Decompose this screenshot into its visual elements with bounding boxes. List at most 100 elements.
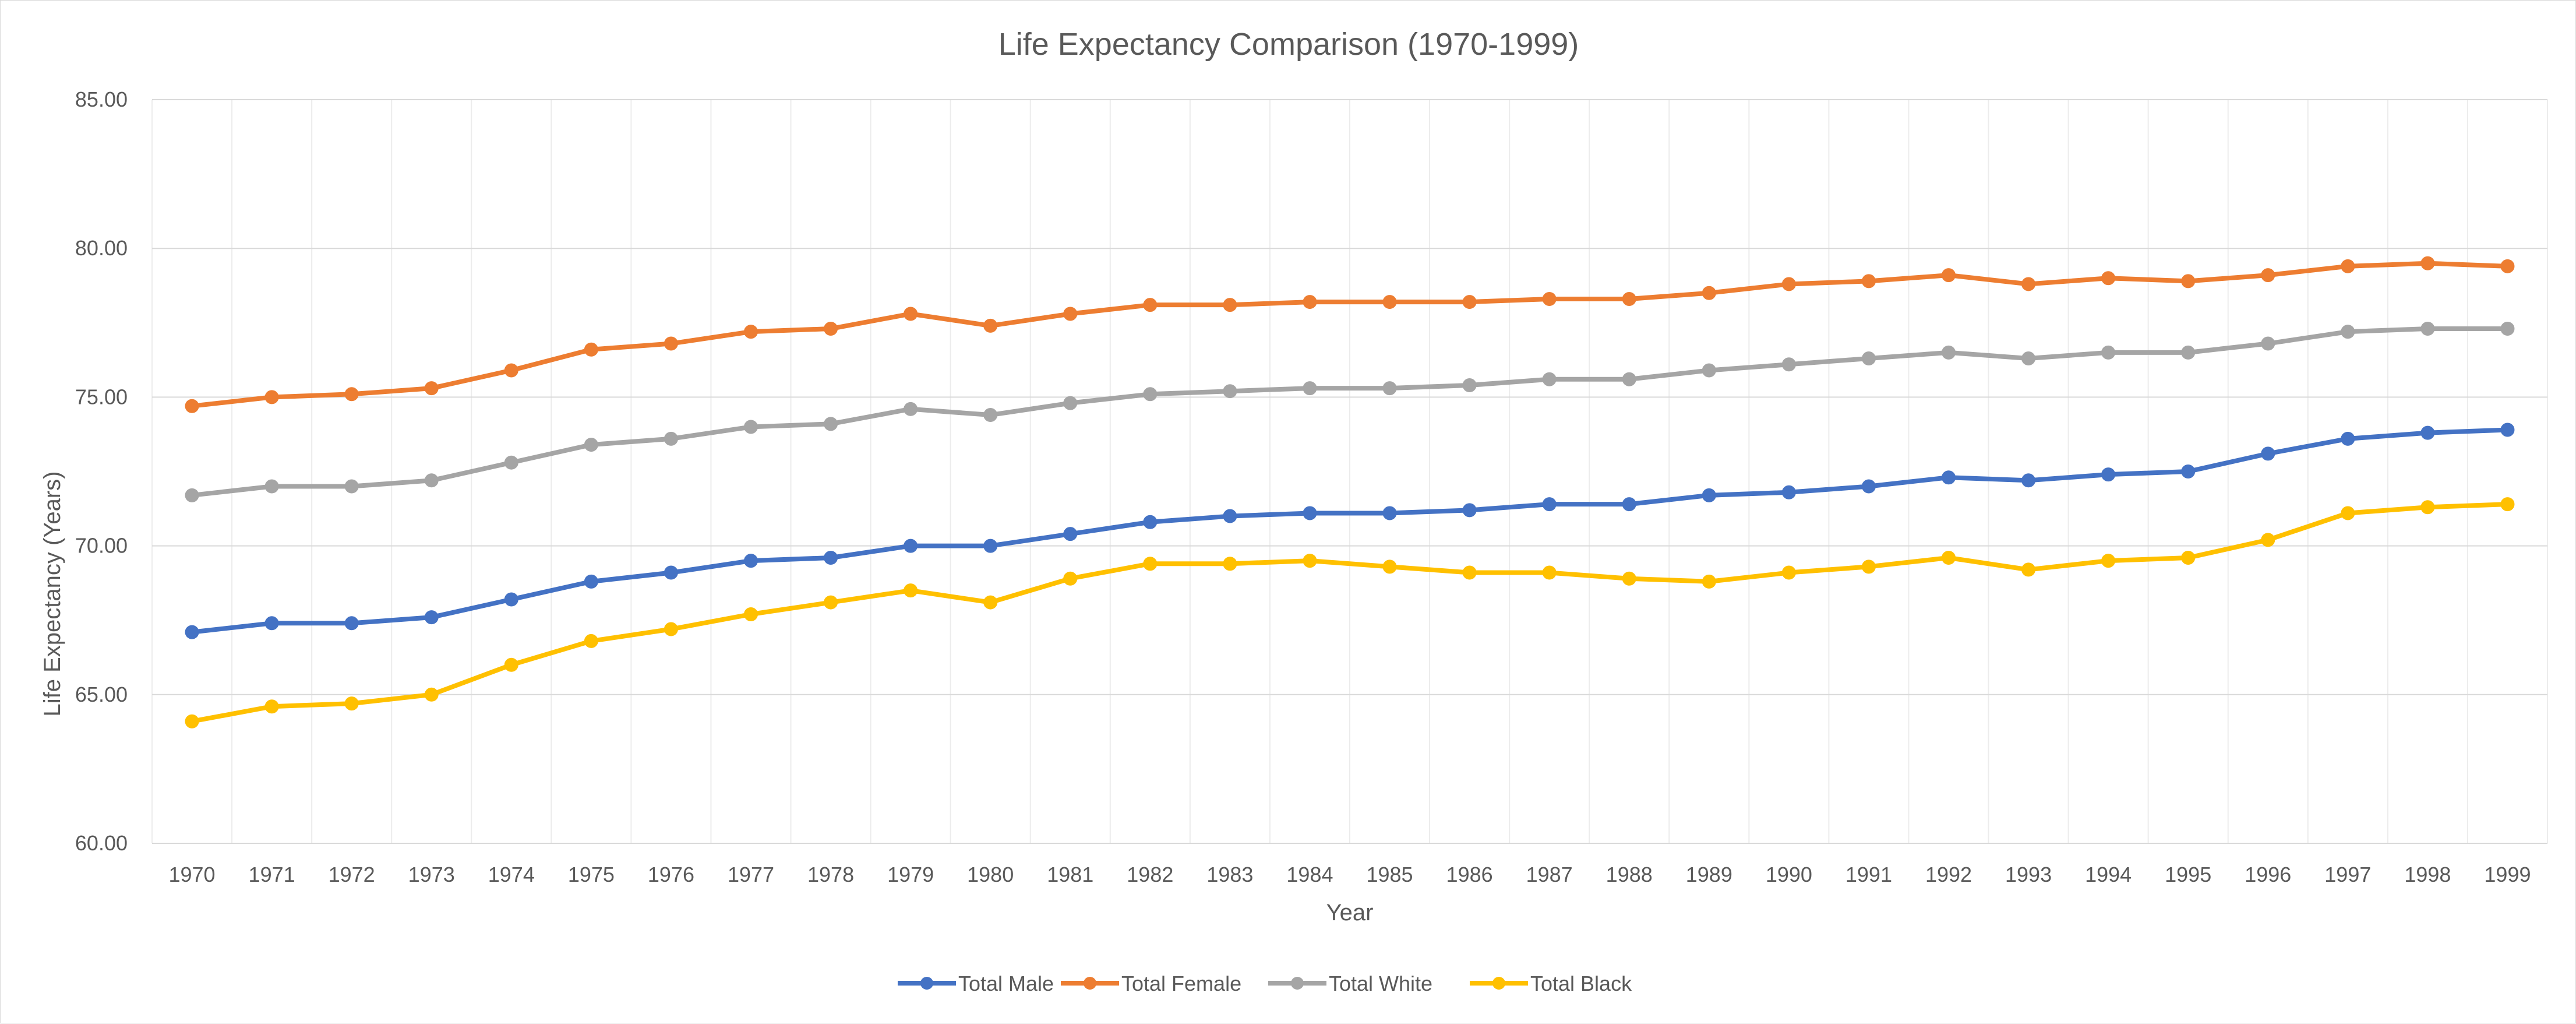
- data-point-total-female: [2021, 277, 2036, 291]
- data-point-total-male: [1702, 488, 1716, 502]
- data-point-total-male: [1861, 479, 1876, 494]
- data-point-total-male: [1303, 506, 1317, 520]
- data-point-total-white: [185, 488, 199, 502]
- data-point-total-white: [1303, 381, 1317, 396]
- x-tick-label: 1977: [728, 863, 774, 886]
- legend-label: Total Black: [1530, 972, 1632, 995]
- x-tick-label: 1993: [2005, 863, 2052, 886]
- data-point-total-female: [904, 307, 918, 321]
- data-point-total-male: [1382, 506, 1397, 520]
- data-point-total-white: [1942, 345, 1956, 360]
- data-point-total-white: [2101, 345, 2116, 360]
- data-point-total-white: [2181, 345, 2196, 360]
- data-point-total-male: [2101, 467, 2116, 482]
- data-point-total-male: [344, 616, 359, 631]
- data-point-total-female: [1063, 307, 1078, 321]
- data-point-total-white: [2500, 322, 2515, 336]
- x-tick-label: 1978: [807, 863, 854, 886]
- data-point-total-male: [983, 539, 998, 553]
- data-point-total-male: [1223, 509, 1237, 523]
- y-tick-label: 65.00: [75, 682, 128, 706]
- data-point-total-female: [2341, 259, 2355, 273]
- data-point-total-female: [2181, 274, 2196, 288]
- data-point-total-black: [185, 714, 199, 729]
- data-point-total-white: [2341, 325, 2355, 339]
- x-tick-label: 1997: [2324, 863, 2371, 886]
- x-tick-label: 1989: [1686, 863, 1732, 886]
- data-point-total-white: [744, 420, 758, 434]
- chart-title: Life Expectancy Comparison (1970-1999): [998, 27, 1579, 62]
- legend-label: Total Male: [958, 972, 1054, 995]
- data-point-total-male: [904, 539, 918, 553]
- legend-label: Total White: [1329, 972, 1432, 995]
- x-tick-label: 1996: [2245, 863, 2291, 886]
- x-tick-label: 1986: [1446, 863, 1493, 886]
- data-point-total-white: [1622, 372, 1636, 386]
- data-point-total-female: [584, 342, 598, 357]
- data-point-total-female: [2261, 268, 2275, 283]
- data-point-total-black: [1462, 565, 1477, 580]
- data-point-total-white: [2021, 351, 2036, 366]
- data-point-total-black: [264, 699, 279, 714]
- data-point-total-male: [424, 610, 439, 625]
- data-point-total-white: [1781, 357, 1796, 372]
- data-point-total-white: [1462, 378, 1477, 392]
- data-point-total-black: [424, 687, 439, 702]
- data-point-total-male: [1063, 527, 1078, 541]
- x-tick-label: 1995: [2165, 863, 2211, 886]
- x-tick-label: 1992: [1925, 863, 1972, 886]
- data-point-total-female: [983, 318, 998, 333]
- data-point-total-female: [824, 322, 838, 336]
- data-point-total-female: [2101, 271, 2116, 286]
- legend-item-total-female: Total Female: [1061, 972, 1241, 995]
- series-total-female: [185, 256, 2515, 413]
- data-point-total-male: [744, 554, 758, 568]
- data-point-total-male: [2261, 446, 2275, 461]
- series-total-male: [185, 423, 2515, 639]
- x-tick-label: 1987: [1526, 863, 1573, 886]
- data-point-total-female: [424, 381, 439, 396]
- y-tick-label: 70.00: [75, 534, 128, 558]
- data-point-total-female: [1542, 291, 1557, 306]
- data-point-total-male: [1462, 503, 1477, 518]
- data-point-total-male: [2181, 465, 2196, 478]
- data-point-total-black: [2500, 497, 2515, 512]
- data-point-total-white: [1542, 372, 1557, 386]
- data-point-total-black: [2341, 506, 2355, 520]
- data-point-total-black: [2101, 554, 2116, 568]
- legend-swatch-marker: [920, 977, 933, 990]
- x-tick-label: 1979: [887, 863, 934, 886]
- data-point-total-black: [344, 696, 359, 711]
- x-tick-label: 1980: [967, 863, 1014, 886]
- x-tick-label: 1984: [1286, 863, 1333, 886]
- data-point-total-female: [1223, 298, 1237, 312]
- y-tick-label: 80.00: [75, 236, 128, 260]
- data-point-total-female: [1942, 268, 1956, 283]
- series-line-total-black: [189, 502, 2510, 724]
- data-point-total-black: [904, 583, 918, 598]
- data-point-total-female: [1303, 295, 1317, 309]
- data-point-total-black: [1542, 565, 1557, 580]
- x-tick-label: 1981: [1047, 863, 1093, 886]
- x-tick-label: 1990: [1766, 863, 1812, 886]
- data-point-total-female: [264, 390, 279, 404]
- x-tick-label: 1972: [329, 863, 375, 886]
- legend-swatch-marker: [1084, 977, 1096, 990]
- data-point-total-white: [264, 479, 279, 494]
- data-point-total-black: [1702, 574, 1716, 589]
- data-point-total-white: [1143, 387, 1158, 402]
- y-tick-label: 75.00: [75, 385, 128, 409]
- data-point-total-female: [1702, 286, 1716, 300]
- data-point-total-black: [1143, 557, 1158, 571]
- legend-item-total-male: Total Male: [898, 972, 1054, 995]
- data-point-total-white: [1382, 381, 1397, 396]
- x-tick-label: 1973: [408, 863, 455, 886]
- series-line-total-male: [189, 427, 2510, 635]
- data-point-total-male: [1942, 470, 1956, 485]
- data-point-total-black: [584, 634, 598, 648]
- y-tick-label: 85.00: [75, 87, 128, 111]
- legend-swatch-marker: [1291, 977, 1304, 990]
- data-point-total-white: [504, 455, 518, 470]
- data-point-total-male: [2341, 431, 2355, 446]
- data-point-total-white: [1223, 384, 1237, 399]
